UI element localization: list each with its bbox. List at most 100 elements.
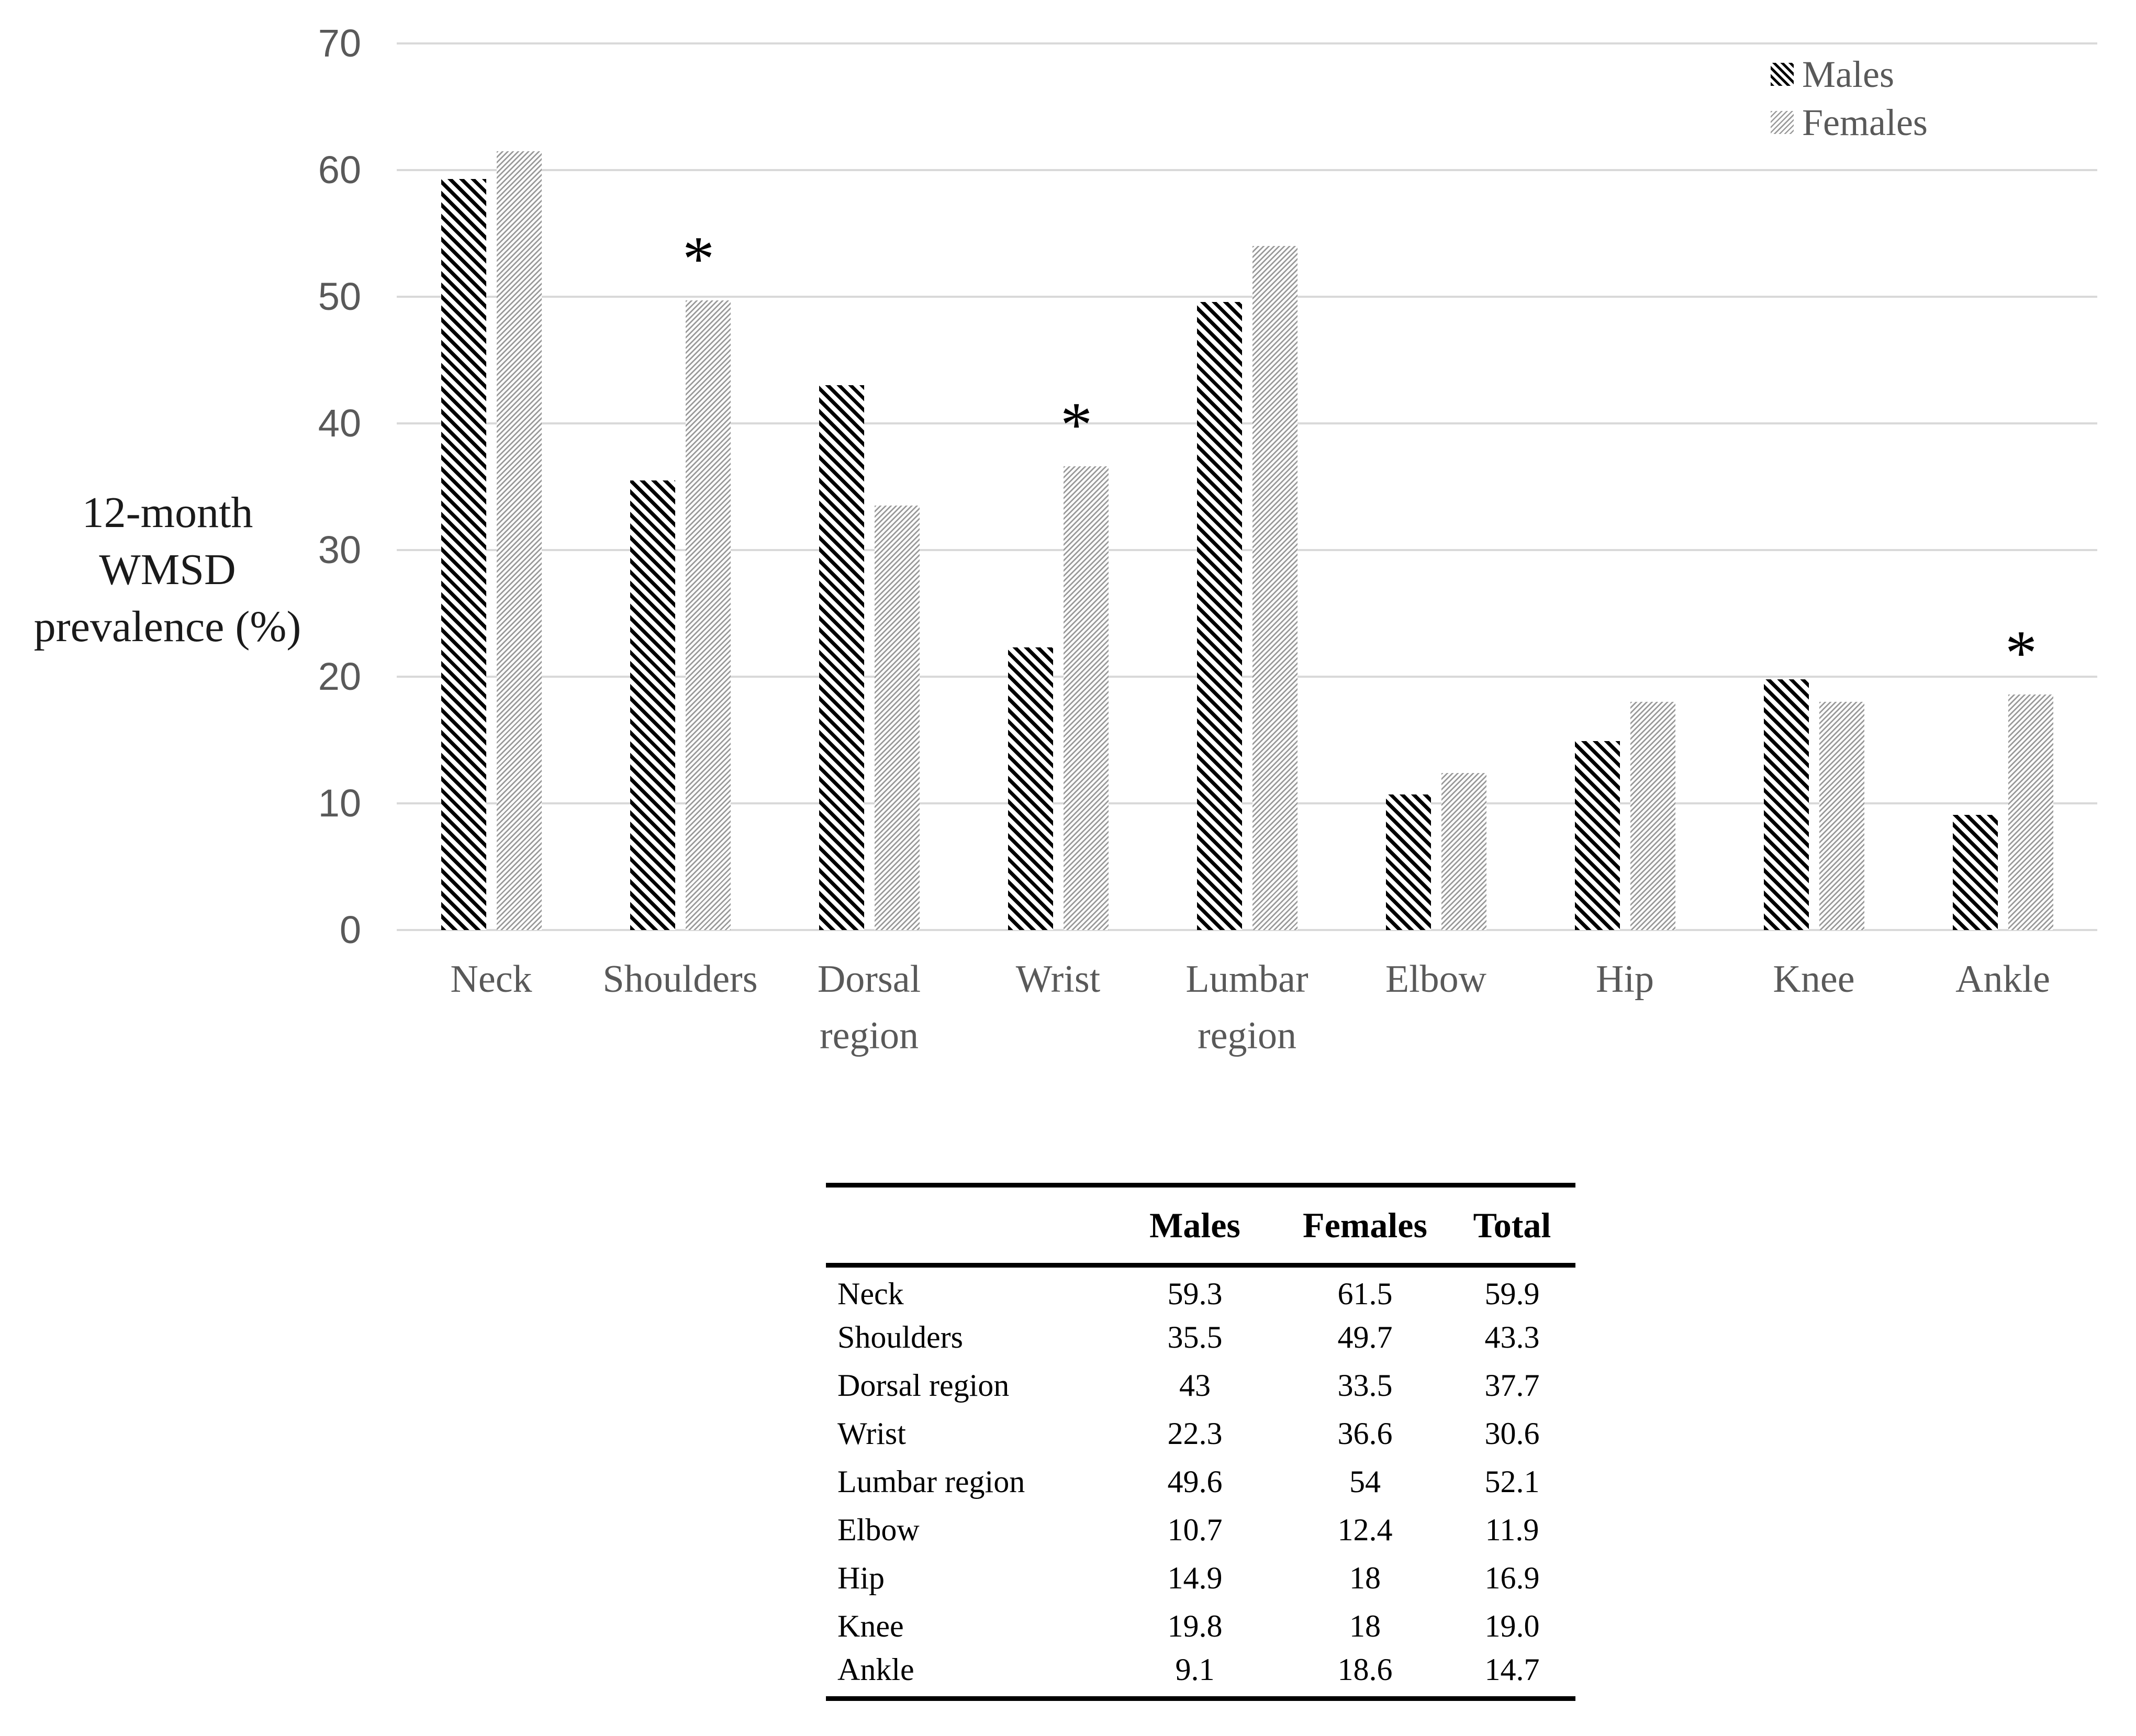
table-row: Hip 14.9 18 16.9 [826,1554,1575,1603]
legend-label-males: Males [1802,53,1894,95]
row-value: 37.7 [1484,1368,1540,1403]
bar-group-lumbar-region: Lumbar region [1153,43,1341,1057]
bar-group-neck: Neck [397,43,586,1001]
significance-asterisk: * [1060,389,1092,461]
category-label: Hip [1596,958,1654,1001]
row-value: 11.9 [1485,1513,1539,1547]
bar-group-wrist: * Wrist [964,43,1153,1001]
table-row: Dorsal region 43 33.5 37.7 [826,1362,1575,1410]
legend-item-males: Males [1771,50,1928,98]
y-tick-70: 70 [318,21,361,65]
category-label: Dorsal region [817,958,921,1057]
table-col-header-females: Females [1281,1185,1449,1268]
row-value: 19.8 [1167,1609,1223,1643]
row-value: 14.9 [1167,1561,1223,1595]
row-value: 16.9 [1484,1561,1540,1595]
females-bar [1252,246,1298,930]
table-row: Neck 59.3 61.5 59.9 [826,1265,1575,1314]
males-bar [1763,679,1809,930]
y-tick-20: 20 [318,655,361,698]
females-bar [496,151,542,930]
males-bar [630,480,675,930]
y-axis-title-line: 12-month [82,488,253,537]
males-bar [1385,794,1431,930]
row-value: 18 [1349,1609,1381,1643]
y-tick-40: 40 [318,401,361,445]
table-col-header-males: Males [1109,1185,1281,1268]
females-bar [874,506,920,930]
table-row: Lumbar region 49.6 54 52.1 [826,1458,1575,1506]
y-axis-title: 12-month WMSD prevalence (%) [16,484,319,655]
females-bar [2008,694,2053,930]
row-value: 49.7 [1337,1320,1393,1354]
males-bar [819,385,864,930]
row-value: 12.4 [1337,1513,1393,1547]
category-label: Ankle [1955,958,2050,1001]
females-bar [685,300,731,930]
females-bar [1063,466,1109,930]
category-label: Shoulders [602,958,758,1001]
gridline-50 [397,296,2097,298]
males-hatch-swatch-icon [1771,63,1794,86]
gridline-30 [397,549,2097,551]
table-col-header-total: Total [1449,1185,1575,1268]
table-row: Ankle 9.1 18.6 14.7 [826,1651,1575,1699]
row-value: 18.6 [1337,1652,1393,1687]
females-bar [1630,702,1675,930]
row-value: 14.7 [1484,1652,1540,1687]
females-bar [1819,702,1864,930]
gridline-10 [397,802,2097,804]
row-value: 36.6 [1337,1416,1393,1451]
row-label: Hip [837,1561,885,1595]
males-bar [441,178,486,930]
males-bar [1574,741,1620,930]
row-value: 59.9 [1484,1276,1540,1312]
row-value: 54 [1349,1464,1381,1499]
table-row: Wrist 22.3 36.6 30.6 [826,1410,1575,1458]
row-label: Elbow [837,1513,920,1547]
legend-item-females: Females [1771,98,1928,147]
y-axis-title-line: WMSD [99,545,236,594]
bar-group-ankle: * Ankle [1908,43,2097,1001]
bar-group-hip: Hip [1530,43,1719,1001]
bar-group-elbow: Elbow [1341,43,1530,1001]
males-bar [1196,301,1242,930]
row-value: 35.5 [1167,1320,1223,1354]
table-row: Shoulders 35.5 49.7 43.3 [826,1314,1575,1362]
table-col-header-empty [826,1185,1109,1268]
y-tick-50: 50 [318,275,361,318]
row-label: Shoulders [837,1320,963,1354]
category-label: Wrist [1015,958,1101,1001]
females-hatch-swatch-icon [1771,111,1794,134]
legend-label-females: Females [1802,101,1928,143]
bar-group-dorsal-region: Dorsal region [775,43,964,1057]
y-tick-60: 60 [318,148,361,192]
row-value: 61.5 [1337,1276,1393,1312]
row-value: 30.6 [1484,1416,1540,1451]
category-label: Knee [1773,958,1855,1001]
gridline-0 [397,929,2097,931]
row-value: 52.1 [1484,1464,1540,1499]
bar-group-knee: Knee [1719,43,1908,1001]
gridline-60 [397,169,2097,171]
males-bar [1008,647,1053,930]
row-label: Ankle [837,1652,914,1687]
row-label: Knee [837,1609,904,1643]
category-label: Lumbar region [1186,958,1309,1057]
y-tick-0: 0 [339,908,361,951]
gridline-20 [397,676,2097,678]
row-value: 59.3 [1167,1276,1223,1312]
row-value: 10.7 [1167,1513,1223,1547]
row-value: 33.5 [1337,1368,1393,1403]
row-label: Neck [837,1276,904,1312]
significance-asterisk: * [683,223,714,295]
males-bar [1952,814,1998,930]
row-value: 19.0 [1484,1609,1540,1643]
row-value: 9.1 [1175,1652,1215,1687]
row-value: 18 [1349,1561,1381,1595]
table-row: Elbow 10.7 12.4 11.9 [826,1506,1575,1554]
row-value: 43 [1179,1368,1211,1403]
y-tick-30: 30 [318,528,361,572]
row-value: 49.6 [1167,1464,1223,1499]
